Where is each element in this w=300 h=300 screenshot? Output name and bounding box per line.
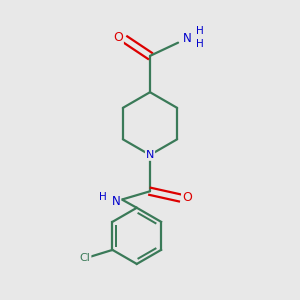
Text: N: N: [112, 195, 120, 208]
Text: O: O: [113, 31, 123, 44]
Text: O: O: [182, 191, 192, 204]
Text: N: N: [183, 32, 192, 45]
Text: H: H: [196, 39, 203, 49]
Text: Cl: Cl: [80, 253, 91, 263]
Text: H: H: [99, 192, 106, 202]
Text: H: H: [196, 26, 203, 36]
Text: N: N: [146, 150, 154, 160]
